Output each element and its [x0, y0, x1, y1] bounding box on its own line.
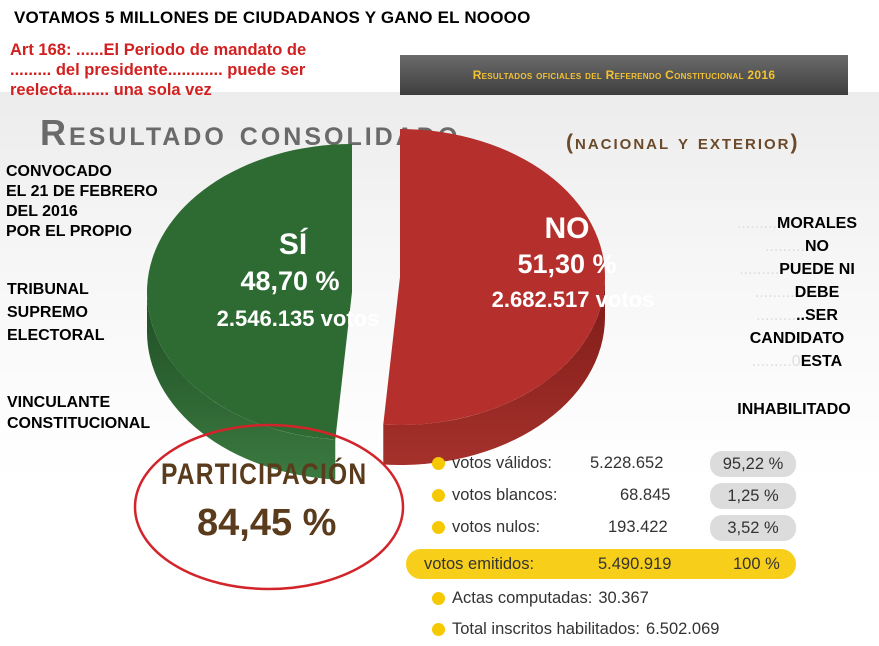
emitidos-pct: 100 %	[733, 555, 780, 573]
note-tribunal: TRIBUNAL SUPREMO ELECTORAL	[7, 278, 104, 347]
participation-label: PARTICIPACIÓN	[161, 458, 368, 491]
note-vinculante: VINCULANTE CONSTITUCIONAL	[7, 392, 150, 434]
slice-no-label: NO	[545, 212, 590, 245]
emitidos-value: 5.490.919	[598, 555, 672, 573]
note-line: CONSTITUCIONAL	[7, 415, 151, 432]
slice-no-top	[383, 129, 605, 425]
note-line: ...........SER	[756, 307, 838, 324]
stat-row-inscritos: Total inscritos habilitados: 6.502.069	[432, 620, 719, 639]
note-line: .........0ESTA	[751, 353, 843, 370]
stat-label: Actas computadas:	[452, 589, 593, 607]
note-line: CONVOCADO	[6, 163, 112, 180]
slice-si	[146, 144, 352, 480]
stat-label: Total inscritos habilitados:	[452, 620, 641, 638]
article-line-1: Art 168: ......El Periodo de mandato de	[10, 41, 307, 59]
stat-label: votos blancos:	[452, 486, 558, 504]
stat-value: 30.367	[598, 589, 649, 607]
note-line: .........DEBE	[754, 284, 840, 301]
note-line: EL 21 DE FEBRERO	[6, 183, 158, 200]
note-line: .........NO	[764, 238, 829, 255]
note-line: POR EL PROPIO	[6, 223, 132, 240]
stat-value: 6.502.069	[646, 620, 720, 638]
slice-no-side	[383, 277, 605, 465]
article-line-2: ......... del presidente............ pue…	[10, 61, 306, 79]
slice-no-percent: 51,30 %	[517, 249, 616, 279]
bullet-icon	[432, 457, 445, 470]
note-line: TRIBUNAL	[7, 281, 89, 298]
note-line: ELECTORAL	[7, 327, 105, 344]
bullet-icon	[432, 623, 445, 636]
stat-value: 193.422	[608, 518, 668, 536]
note-line: DEL 2016	[6, 203, 78, 220]
slice-si-percent: 48,70 %	[240, 266, 339, 296]
note-morales: .........MORALES .........NO .........PU…	[712, 212, 879, 373]
note-inhabilitado: INHABILITADO	[737, 401, 851, 418]
stat-row-validos: votos válidos:	[432, 454, 552, 473]
stat-value: 5.228.652	[590, 454, 664, 472]
slice-si-label: SÍ	[279, 227, 308, 261]
result-subheading: (nacional y exterior)	[566, 131, 800, 154]
stat-row-nulos: votos nulos:	[432, 518, 540, 537]
bullet-icon	[432, 592, 445, 605]
note-line: .........PUEDE NI	[739, 261, 855, 278]
stat-row-actas: Actas computadas: 30.367	[432, 589, 649, 608]
bullet-icon	[432, 489, 445, 502]
slice-si-top	[146, 144, 352, 440]
participation-value: 84,45 %	[197, 502, 337, 544]
slice-si-votes: 2.546.135 votos	[217, 306, 380, 331]
bullet-icon	[432, 521, 445, 534]
note-line: SUPREMO	[7, 304, 88, 321]
emitidos-bar	[406, 549, 796, 579]
slice-si-side	[147, 292, 336, 480]
page-title: VOTAMOS 5 MILLONES DE CIUDADANOS Y GANO …	[14, 8, 531, 27]
stat-row-blancos: votos blancos:	[432, 486, 557, 505]
note-convocado: CONVOCADO EL 21 DE FEBRERO DEL 2016 POR …	[6, 162, 158, 242]
stat-label: votos válidos:	[452, 454, 552, 472]
official-banner: Resultados oficiales del Referendo Const…	[400, 55, 848, 95]
article-line-3: reelecta........ una sola vez	[10, 81, 212, 99]
note-line: CANDIDATO	[749, 330, 845, 347]
note-line: VINCULANTE	[7, 394, 111, 411]
slice-no-votes: 2.682.517 votos	[492, 287, 655, 312]
stat-pct-pill: 3,52 %	[710, 515, 796, 541]
stat-label: votos nulos:	[452, 518, 541, 536]
result-heading: Resultado consolidado	[40, 112, 461, 153]
stat-value: 68.845	[620, 486, 671, 504]
emitidos-label: votos emitidos:	[424, 555, 535, 573]
slice-no	[383, 129, 605, 465]
participation-circle	[133, 423, 405, 591]
note-line: .........MORALES	[736, 215, 857, 232]
stat-pct-pill: 95,22 %	[710, 451, 796, 477]
article-text: Art 168: ......El Periodo de mandato de …	[10, 40, 400, 100]
stat-pct-pill: 1,25 %	[710, 483, 796, 509]
